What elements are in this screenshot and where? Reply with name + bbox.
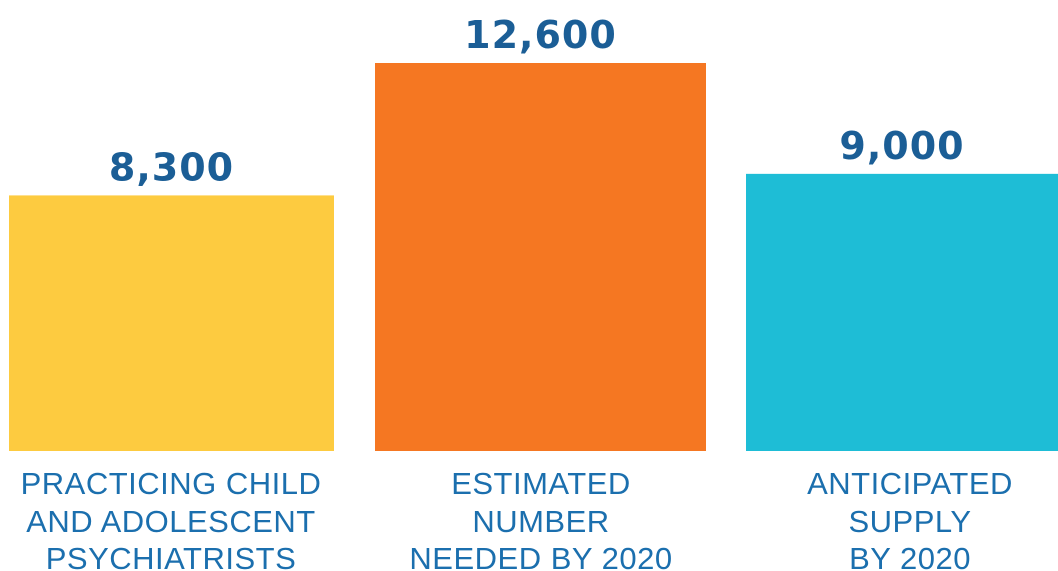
category-label-1-line-3: PSYCHIATRISTS — [46, 541, 297, 571]
category-label-3-line-3: BY 2020 — [849, 541, 971, 571]
data-label-1: 8,300 — [109, 145, 234, 189]
category-label-2-line-3: NEEDED BY 2020 — [409, 541, 672, 571]
category-label-3-line-2: SUPPLY — [848, 504, 971, 539]
bar-3 — [746, 173, 1058, 451]
category-label-2-line-2: NUMBER — [472, 504, 609, 539]
data-label-3: 9,000 — [839, 124, 964, 168]
category-label-1-line-2: AND ADOLESCENT — [26, 504, 316, 539]
data-label-2: 12,600 — [464, 13, 617, 57]
category-label-3-line-1: ANTICIPATED — [807, 466, 1013, 501]
bar-2 — [375, 63, 706, 451]
bar-1 — [9, 195, 334, 451]
category-label-2-line-1: ESTIMATED — [451, 466, 631, 501]
category-label-1-line-1: PRACTICING CHILD — [21, 466, 322, 501]
